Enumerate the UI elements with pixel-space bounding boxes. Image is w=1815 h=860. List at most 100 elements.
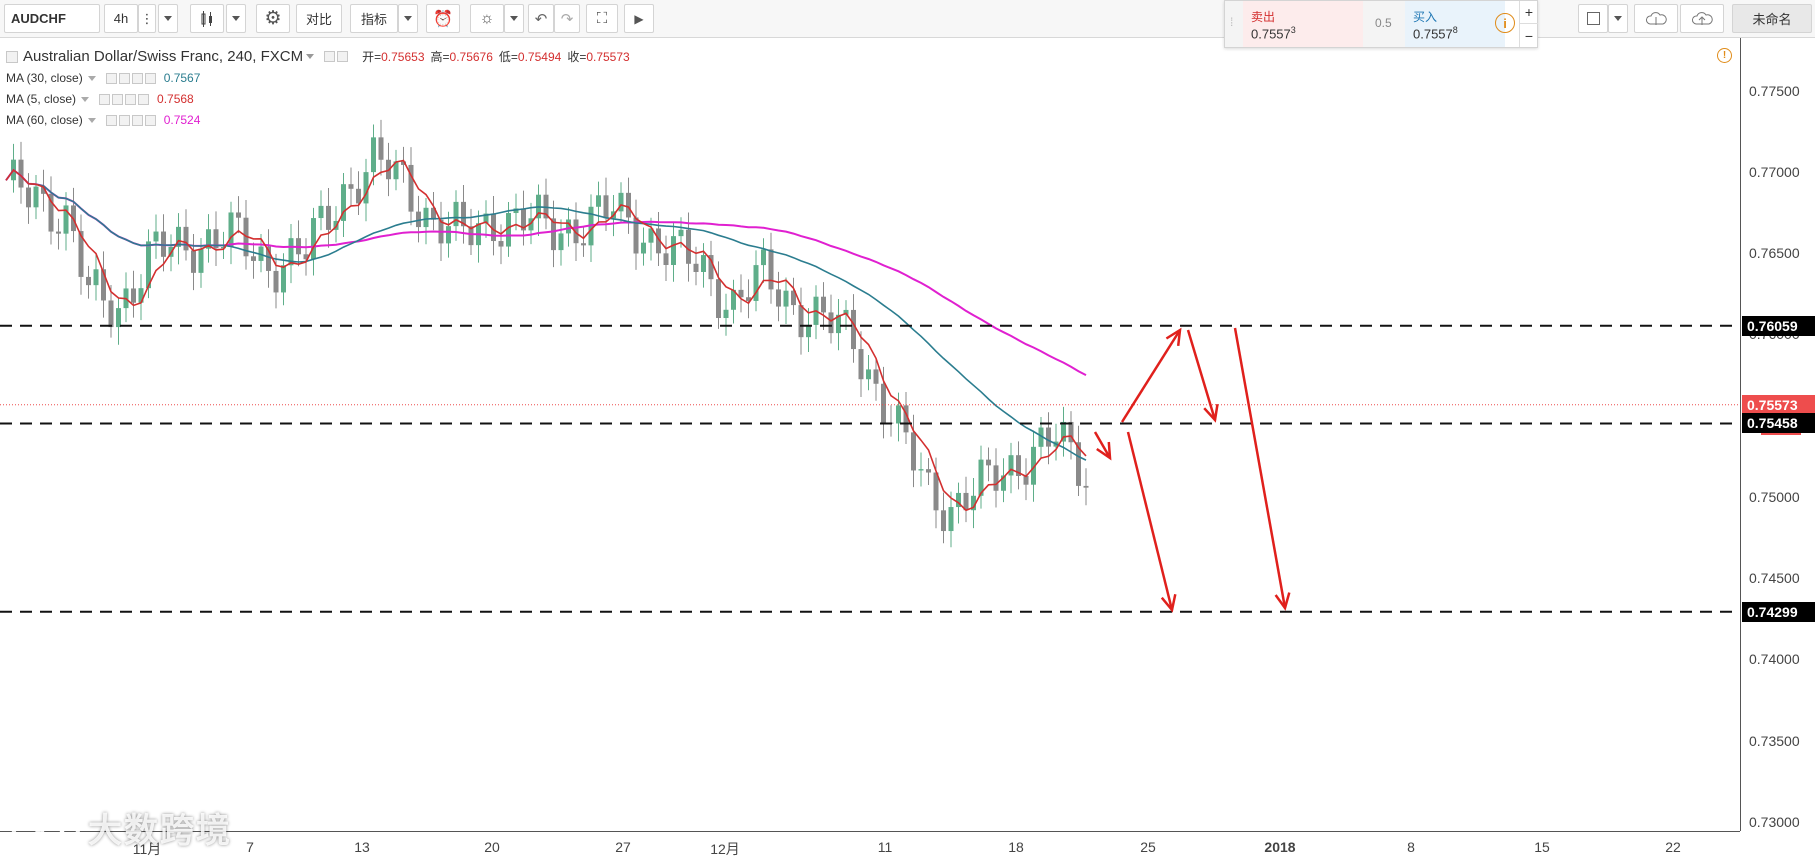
time-axis[interactable]: 11月 7 13 20 27 12月 11 18 25 2018 8 15 22 [0,831,1740,860]
close-icon[interactable] [144,114,156,126]
price-tick-label: 0.74000 [1749,651,1800,668]
candle-body [506,213,511,247]
indicators-label: 指标 [360,12,387,27]
candle-body [1083,485,1089,488]
candle-body [791,290,796,306]
chart-type-dropdown[interactable] [226,4,246,33]
alert-warning-icon[interactable]: ! [1717,48,1732,63]
candle-body [146,241,151,289]
sell-price: 0.75573 [1251,25,1296,41]
indicators-button[interactable]: 指标 [350,4,398,33]
collapse-icon[interactable] [6,50,18,63]
spread: 0.5 [1363,1,1405,47]
fullscreen-button[interactable]: ⛶ [586,4,618,33]
candle-body [768,249,774,290]
settings-button[interactable]: ⚙ [256,4,290,33]
candle-body [806,324,811,338]
indicators-dropdown[interactable] [398,4,418,33]
interval-dropdown[interactable] [158,4,178,33]
candle-body [206,229,211,249]
interval-more-icon[interactable]: ⋮ [138,4,156,33]
candle-body [956,492,961,508]
chevron-down-icon[interactable] [87,75,96,81]
undo-icon: ↶ [534,10,548,28]
settings-icon[interactable] [118,114,130,126]
candle-body [371,137,376,173]
close-icon[interactable] [144,72,156,84]
trade-info-button[interactable]: i [1495,1,1518,47]
time-tick-label: 8 [1407,839,1415,855]
trade-plus-button[interactable]: + [1519,1,1538,24]
time-tick-label: 18 [1008,839,1024,855]
candle-body [918,469,924,471]
add-icon[interactable] [131,72,143,84]
close-icon[interactable] [138,93,150,105]
eye-icon[interactable] [105,114,117,126]
candle-body [1038,427,1044,447]
cloud-upload-button[interactable] [1680,4,1724,33]
fullscreen-icon: ⛶ [596,10,608,27]
candle-body [453,201,459,227]
candle-body [1023,476,1029,485]
trend-arrow-head [1096,441,1112,461]
candle-body [513,208,519,214]
candle-body [843,309,849,315]
trend-arrow-shaft [1126,431,1174,611]
eye-icon[interactable] [324,51,336,62]
chart-pane[interactable]: Australian Dollar/Swiss Franc, 240, FXCM… [0,38,1740,831]
eye-icon[interactable] [105,72,117,84]
low-label: 低= [498,50,518,64]
sell-label: 卖出 [1251,10,1276,24]
replay-dropdown[interactable] [504,4,524,33]
chevron-down-icon[interactable] [306,54,315,59]
compare-button[interactable]: 对比 [296,4,342,33]
add-icon[interactable] [131,114,143,126]
candle-body [213,229,219,249]
buy-label: 买入 [1413,10,1438,24]
play-button[interactable]: ▶ [624,4,654,33]
replay-button[interactable]: ☼ [470,4,504,33]
undo-button[interactable]: ↶ [528,4,554,33]
candle-body [41,186,46,194]
candle-body [903,405,909,433]
layout-name-text: 未命名 [1752,12,1792,27]
candle-body [738,289,744,298]
trend-arrow-head [1165,327,1182,347]
add-icon[interactable] [125,93,137,105]
ma30-value: 0.7567 [163,71,201,85]
cloud-download-button[interactable] [1634,4,1678,33]
price-chart[interactable] [0,38,1740,831]
level-price-tag: 0.74299 [1742,601,1815,622]
price-axis[interactable]: 0.775000.770000.765000.760000.755000.750… [1740,38,1815,831]
drawing-rect-dropdown[interactable] [1608,4,1628,33]
candle-body [993,465,999,491]
candle-body [521,208,526,231]
redo-button[interactable]: ↷ [554,4,580,33]
candle-body [356,188,361,204]
sell-button[interactable]: 卖出 0.75573 [1243,1,1363,47]
level-price-tag: 0.76059 [1742,315,1815,336]
buy-button[interactable]: 买入 0.75578 [1405,1,1505,47]
drawing-rect-button[interactable] [1578,4,1608,33]
symbol-search-input[interactable]: AUDCHF [4,4,100,33]
settings-icon[interactable] [337,51,349,62]
chevron-down-icon[interactable] [81,96,90,102]
chart-type-button[interactable] [190,4,224,33]
candle-body [648,228,654,243]
candle-body [446,226,451,244]
interval-button[interactable]: 4h [104,4,138,33]
layout-name-button[interactable]: 未命名 [1732,4,1812,33]
candle-body [1076,442,1081,486]
alert-button[interactable]: ⏰ [426,4,460,33]
trade-minus-button[interactable]: − [1519,24,1538,47]
eye-icon[interactable] [99,93,111,105]
candle-body [566,219,571,234]
chevron-down-icon[interactable] [87,117,96,123]
settings-icon[interactable] [118,72,130,84]
drag-handle[interactable]: ⁞ [1225,1,1243,47]
candle-body [596,195,601,207]
trend-arrow-shaft [1093,431,1112,459]
settings-icon[interactable] [112,93,124,105]
candle-body [836,314,841,334]
candle-body [266,246,271,271]
